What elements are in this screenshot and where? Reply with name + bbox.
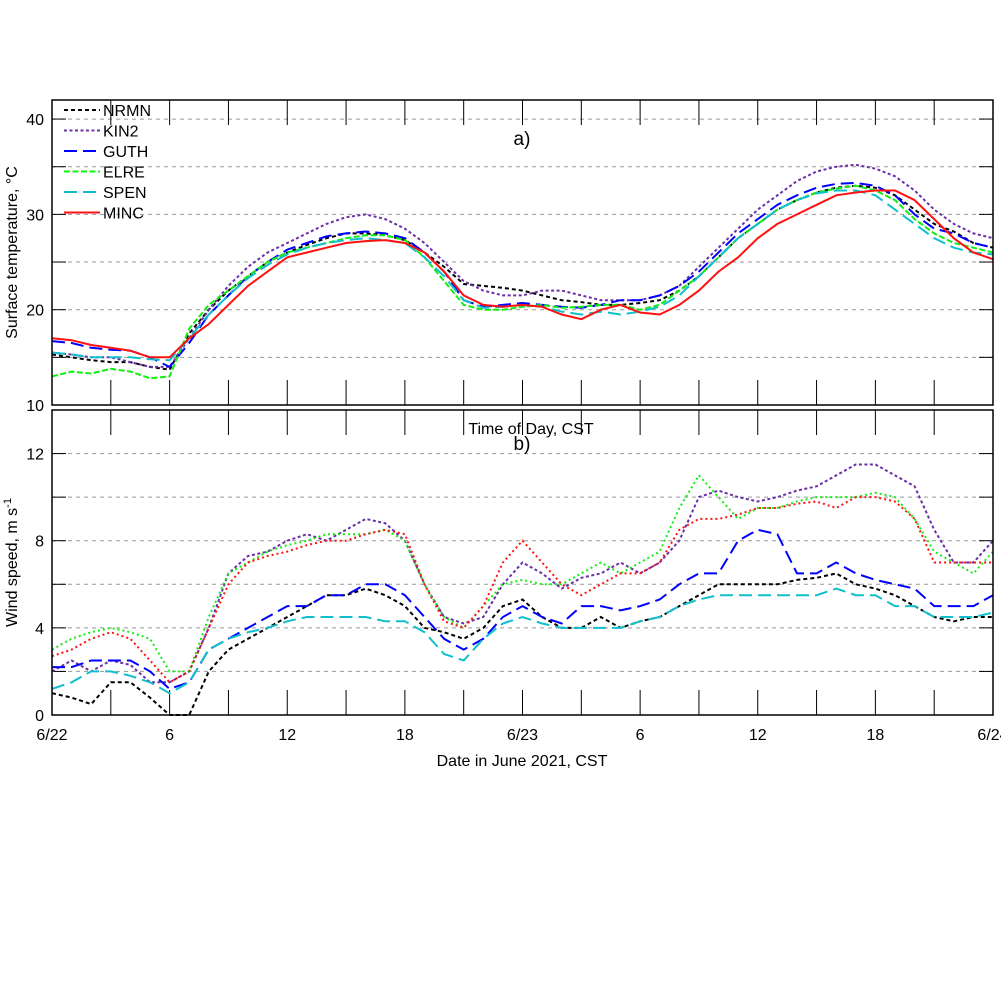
panel-a-temperature: 10 20 30 40 a) Surface temperature, °C NRMN KIN…	[4, 99, 994, 438]
y-tick-label: 40	[26, 112, 44, 129]
series-line-minc	[51, 496, 993, 684]
legend-label-kin2: KIN2	[103, 124, 139, 141]
x-tick-label: 18	[396, 727, 414, 744]
series-line-nrmn	[51, 184, 994, 371]
y-tick-label: 8	[35, 534, 44, 551]
x-tick-label: 12	[278, 727, 296, 744]
legend-label-minc: MINC	[103, 206, 144, 223]
panel-b-wind-speed: 0 4 8 12 b) Wind speed, m s-1 6/22 6 12 18 6/23 6 12…	[2, 409, 1001, 770]
y-tick-label: 30	[26, 207, 44, 224]
plot-frame	[51, 409, 994, 716]
x-tick-label: 6/23	[507, 727, 538, 744]
legend-label-spen: SPEN	[103, 185, 147, 202]
y-tick-label: 0	[35, 708, 44, 725]
y-tick-label: 4	[35, 621, 44, 638]
panel-label: a)	[514, 129, 531, 150]
y-axis-label: Wind speed, m s-1	[2, 498, 21, 627]
x-tick-label: 6/24	[977, 727, 1001, 744]
y-axis-label: Surface temperature, °C	[4, 166, 21, 339]
legend-label-guth: GUTH	[103, 144, 148, 161]
series-line-kin2	[51, 163, 994, 368]
series-line-minc	[51, 189, 994, 359]
x-tick-label: 6	[636, 727, 645, 744]
plot-frame	[51, 99, 994, 406]
y-tick-label: 10	[26, 398, 44, 415]
series-line-elre	[51, 473, 994, 673]
series-line-elre	[51, 184, 994, 380]
panel-label: b)	[514, 434, 531, 455]
series-line-spen	[51, 587, 994, 695]
series-line-nrmn	[51, 572, 993, 716]
x-tick-label: 6	[165, 727, 174, 744]
series-line-kin2	[51, 463, 994, 684]
legend-label-elre: ELRE	[103, 165, 145, 182]
y-tick-label: 12	[26, 447, 44, 464]
x-tick-label: 6/22	[36, 727, 67, 744]
x-tick-label: 18	[866, 727, 884, 744]
x-axis-top-label: Time of Day, CST	[468, 421, 594, 438]
y-tick-label: 20	[26, 303, 44, 320]
x-axis-label: Date in June 2021, CST	[437, 753, 608, 770]
x-tick-label: 12	[749, 727, 767, 744]
legend-label-nrmn: NRMN	[103, 103, 151, 120]
y-axis-label-exponent: -1	[2, 498, 14, 508]
series-line-guth	[51, 181, 994, 369]
series-line-guth	[52, 528, 994, 691]
